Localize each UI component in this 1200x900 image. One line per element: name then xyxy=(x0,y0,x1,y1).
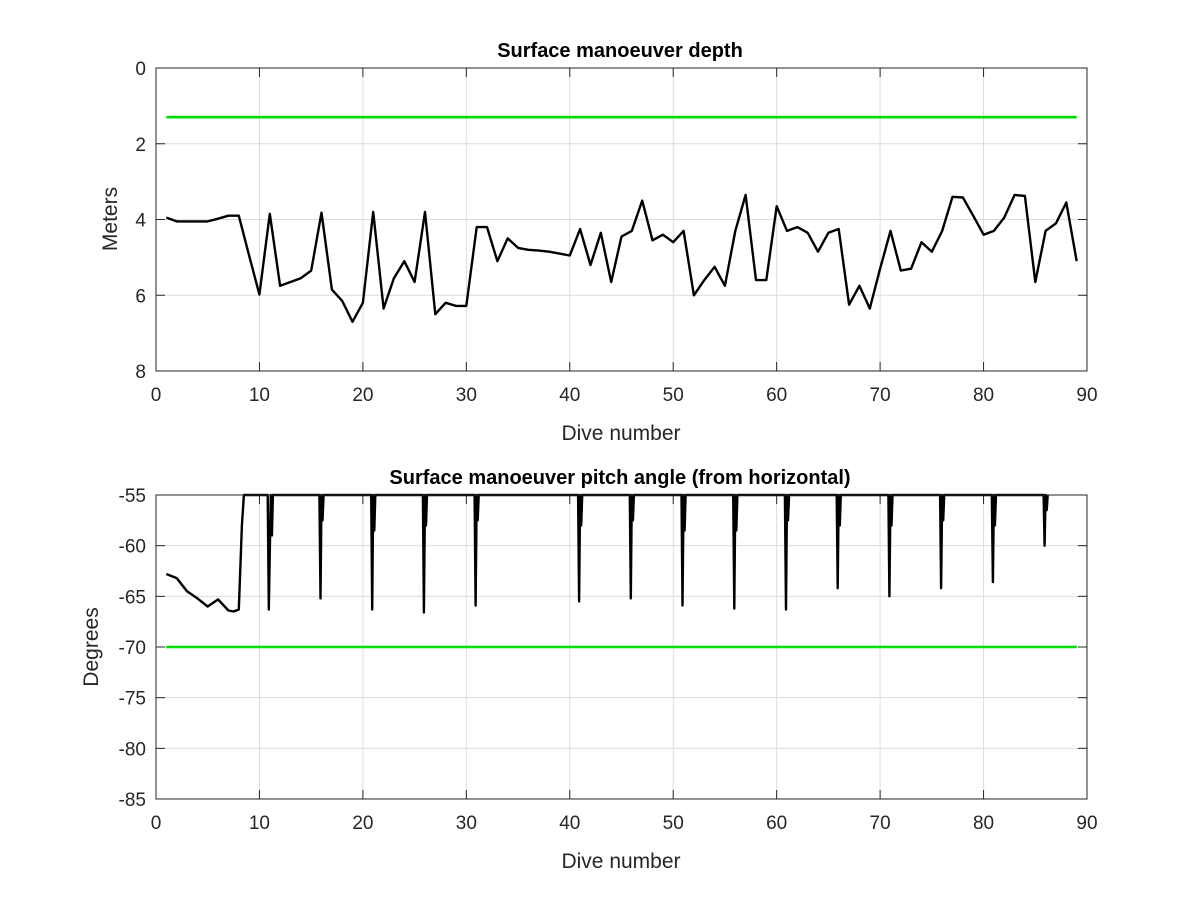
depth-chart-title: Surface manoeuver depth xyxy=(497,40,743,62)
pitch-chart-y-tick-label: -75 xyxy=(119,689,146,710)
pitch-chart-x-tick-label: 50 xyxy=(663,813,684,834)
depth-chart-x-tick-label: 20 xyxy=(352,385,373,406)
pitch-chart-y-tick-label: -65 xyxy=(119,587,146,608)
pitch-chart-ylabel: Degrees xyxy=(80,607,103,686)
pitch-chart-title: Surface manoeuver pitch angle (from hori… xyxy=(389,467,850,489)
depth-chart-ylabel: Meters xyxy=(99,187,122,251)
pitch-chart-x-tick-label: 90 xyxy=(1076,813,1097,834)
pitch-chart-x-tick-label: 10 xyxy=(249,813,270,834)
depth-chart-x-tick-label: 90 xyxy=(1076,385,1097,406)
depth-chart-y-tick-label: 8 xyxy=(135,362,146,383)
depth-chart-y-tick-label: 4 xyxy=(135,211,146,232)
pitch-chart-x-tick-label: 0 xyxy=(151,813,162,834)
depth-chart-ticks: 0 10 20 30 40 50 60 70 80 90 0 2 4 6 8 xyxy=(135,59,1097,406)
depth-chart-x-tick-label: 80 xyxy=(973,385,994,406)
depth-chart-x-tick-label: 30 xyxy=(456,385,477,406)
pitch-chart-x-tick-label: 30 xyxy=(456,813,477,834)
depth-chart-x-tick-label: 40 xyxy=(559,385,580,406)
depth-chart-x-tick-label: 50 xyxy=(663,385,684,406)
depth-chart-grid xyxy=(155,67,1088,372)
pitch-chart: Surface manoeuver pitch angle (from hori… xyxy=(80,467,1098,873)
depth-chart-x-tick-label: 0 xyxy=(151,385,162,406)
pitch-chart-y-tick-label: -80 xyxy=(119,739,146,760)
depth-chart-y-tick-label: 2 xyxy=(135,135,146,156)
pitch-chart-y-tick-label: -85 xyxy=(119,790,146,811)
depth-chart-x-tick-label: 70 xyxy=(870,385,891,406)
depth-chart-xlabel: Dive number xyxy=(561,422,680,445)
depth-chart-data-line xyxy=(165,193,1078,323)
pitch-chart-data-line xyxy=(165,493,1049,614)
pitch-chart-y-tick-label: -70 xyxy=(119,638,146,659)
pitch-chart-series xyxy=(165,493,1077,649)
pitch-chart-xlabel: Dive number xyxy=(561,850,680,873)
depth-chart: Surface manoeuver depth 0 10 20 30 40 50 60 70 8… xyxy=(99,40,1098,445)
pitch-chart-y-tick-label: -55 xyxy=(119,486,146,507)
pitch-chart-x-tick-label: 70 xyxy=(870,813,891,834)
pitch-chart-y-tick-label: -60 xyxy=(119,537,146,558)
depth-chart-y-tick-label: 6 xyxy=(135,286,146,307)
depth-chart-x-tick-label: 10 xyxy=(249,385,270,406)
pitch-chart-ticks: 0 10 20 30 40 50 60 70 80 90 -55 -60 -65 -70 -75 -80 -85 xyxy=(119,486,1098,834)
pitch-chart-x-tick-label: 60 xyxy=(766,813,787,834)
depth-chart-x-tick-label: 60 xyxy=(766,385,787,406)
pitch-chart-x-tick-label: 40 xyxy=(559,813,580,834)
depth-chart-y-tick-label: 0 xyxy=(135,59,146,80)
pitch-chart-x-tick-label: 80 xyxy=(973,813,994,834)
pitch-chart-x-tick-label: 20 xyxy=(352,813,373,834)
depth-chart-series xyxy=(165,115,1078,323)
